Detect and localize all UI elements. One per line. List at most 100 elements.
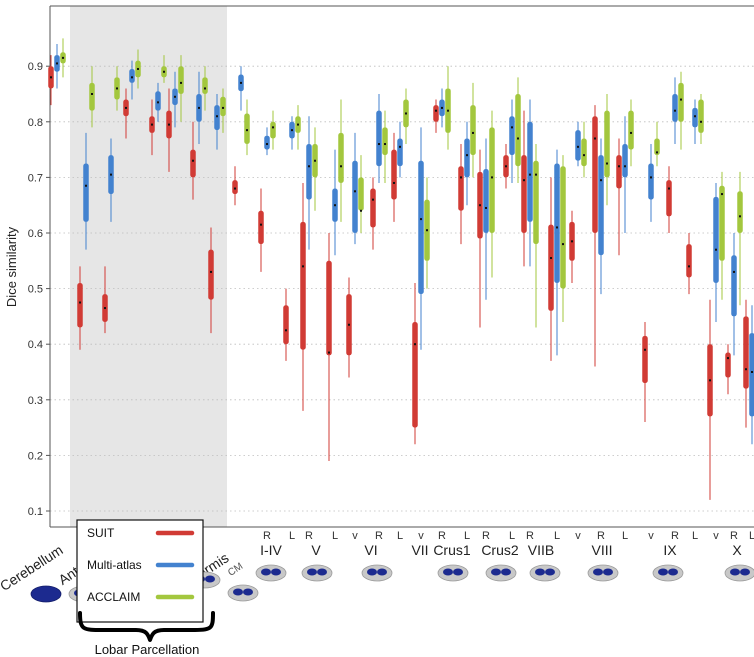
median-v-multi-atlas [334,204,336,207]
group-label-crus1: Crus1 [433,542,471,558]
box-viii-acclaim [581,138,587,167]
box-caudal-acclaim [178,66,184,94]
y-tick-label: 0.8 [28,117,43,129]
box-caudal-acclaim [202,77,208,94]
median-crus2-suit [505,165,507,168]
median-ix-suit [688,265,690,268]
box-ix-multi-atlas [648,163,654,200]
lobar-brace [78,611,215,642]
median-middle-suit [125,106,127,109]
y-axis-title: Dice similarity [4,226,19,307]
median-crus1-acclaim [472,131,474,134]
median-cerebellum-acclaim [62,56,64,59]
box-ix-suit [642,335,648,384]
median-x-acclaim [739,215,741,218]
median-ix-multi-atlas [650,176,652,179]
median-crus1-suit [460,176,462,179]
group-label-viii: VIII [591,542,612,558]
median-vii-suit [414,343,416,346]
median-v-suit [302,265,304,268]
median-middle-suit [151,123,153,126]
median-vi-acclaim [384,143,386,146]
median-ix-acclaim [700,120,702,123]
median-vi-multi-atlas [354,190,356,193]
box-anterior-acclaim [89,82,95,111]
median-viib-suit [523,179,525,182]
median-x-multi-atlas [751,371,753,373]
box-crus1-multi-atlas [464,138,470,178]
median-ix-suit [644,348,646,351]
side-label-x: L [749,530,754,542]
box-viib-acclaim [560,166,566,289]
median-ix-multi-atlas [694,115,696,118]
median-middle-acclaim [163,70,165,73]
median-crus2-multi-atlas [485,206,487,209]
y-tick-label: 0.2 [28,450,43,462]
median-cm-multi-atlas [240,81,242,84]
side-label-v: R [305,530,313,542]
lobar-parcellation-caption: Lobar Parcellation [95,642,200,657]
median-viii-multi-atlas [600,179,602,182]
box-i-iv-suit [258,210,264,245]
median-ix-acclaim [680,98,682,101]
side-label-viii: L [622,530,628,542]
box-crus1-suit [458,166,464,211]
side-label-vi: v [352,530,358,542]
median-caudal-suit [192,159,194,162]
median-vermis-acclaim [222,106,224,109]
median-vii-acclaim [426,229,428,232]
box-viii-multi-atlas [622,144,628,178]
median-viib-multi-atlas [556,226,558,229]
brain-thumbnail-cerebellum [30,585,62,603]
median-crus2-acclaim [517,137,519,140]
median-crus1-acclaim [447,109,449,112]
median-viib-acclaim [535,173,537,176]
box-vii-suit [412,321,418,428]
box-crus2-multi-atlas [483,169,489,233]
median-anterior-multi-atlas [110,173,112,176]
median-i-iv-acclaim [297,123,299,126]
box-vermis-acclaim [220,96,226,117]
median-caudal-multi-atlas [174,95,176,98]
median-cerebellum-suit [50,76,52,79]
median-vi-suit [348,323,350,326]
side-label-viii: R [597,530,605,542]
median-vi-suit [372,198,374,201]
median-anterior-acclaim [91,93,93,95]
median-viib-suit [550,257,552,260]
median-vermis-suit [210,270,212,273]
side-label-vii: v [418,530,424,542]
legend-label-suit: SUIT [87,526,115,540]
brain-thumbnail-crus2 [485,564,517,582]
median-v-suit [328,351,330,354]
box-ix-acclaim [678,82,684,122]
group-label-cerebellum: Cerebellum [0,542,66,594]
box-ix-acclaim [654,138,660,156]
box-crus2-acclaim [515,94,521,167]
box-cm-acclaim [244,113,250,145]
box-cm-suit [232,180,238,195]
box-x-acclaim [737,191,743,233]
median-viii-acclaim [606,162,608,165]
side-label-viii: v [575,530,581,542]
box-ix-suit [666,180,672,217]
median-viii-suit [594,137,596,140]
median-v-multi-atlas [308,165,310,168]
side-label-ix: v [648,530,654,542]
box-i-iv-suit [283,305,289,345]
median-anterior-acclaim [116,87,118,90]
median-crus2-suit [479,204,481,207]
median-caudal-multi-atlas [198,106,200,109]
median-viii-multi-atlas [624,165,626,168]
box-viii-acclaim [604,110,610,178]
box-viii-suit [592,116,598,233]
median-ix-multi-atlas [674,109,676,112]
group-label-i-iv: I-IV [260,542,282,558]
box-anterior-suit [77,283,83,328]
median-crus1-multi-atlas [466,154,468,157]
box-v-multi-atlas [306,144,312,200]
side-label-i-iv: L [289,530,295,542]
median-i-iv-suit [260,223,262,226]
median-middle-acclaim [137,67,139,70]
median-x-multi-atlas [733,270,735,273]
